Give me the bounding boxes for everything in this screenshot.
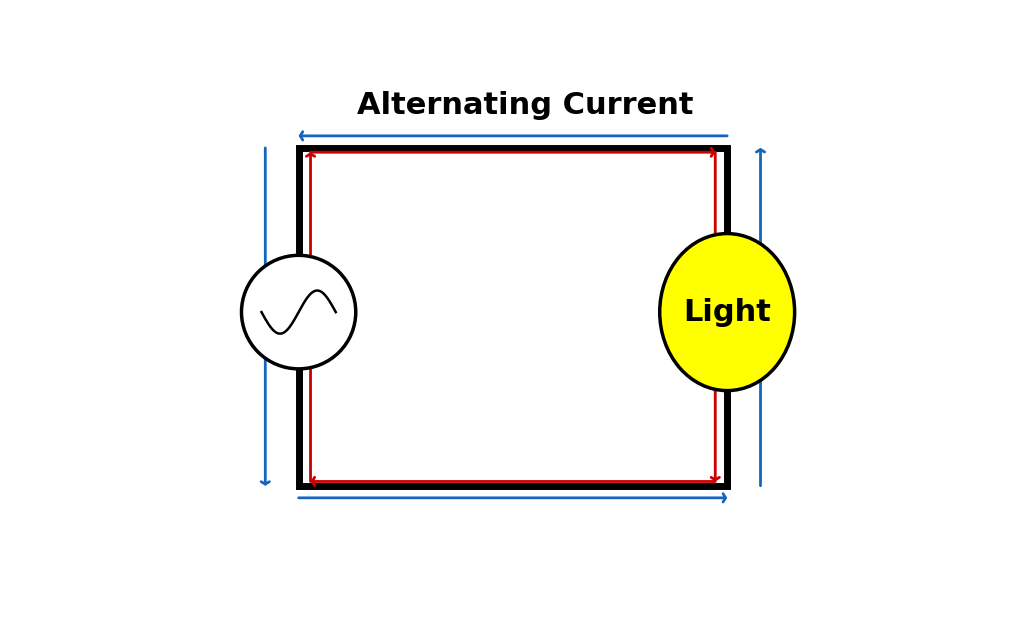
Ellipse shape [242, 255, 355, 369]
Ellipse shape [659, 234, 795, 391]
Bar [299, 148, 727, 486]
Text: Alternating Current: Alternating Current [356, 91, 693, 120]
Text: Light: Light [683, 298, 771, 326]
